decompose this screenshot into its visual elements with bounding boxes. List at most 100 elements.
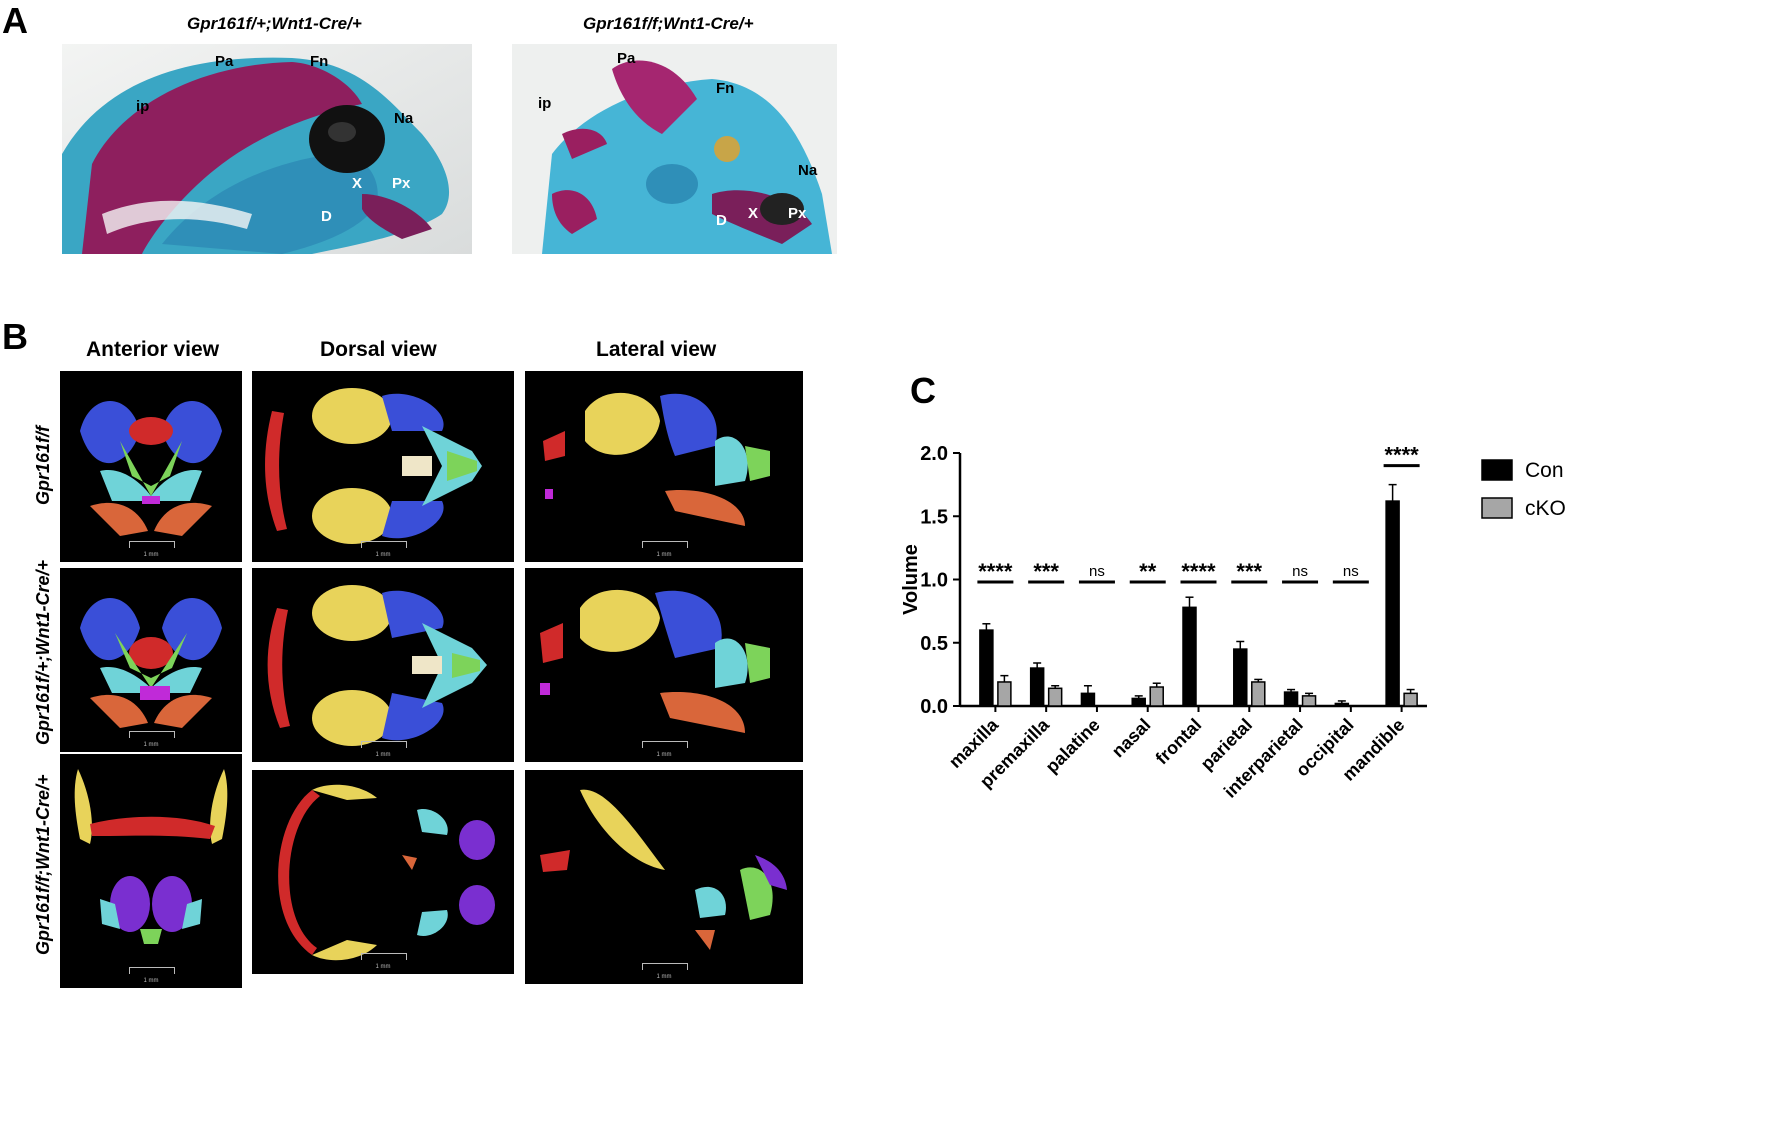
bar-con-premaxilla <box>1029 667 1045 707</box>
bar-con-mandible <box>1385 500 1400 707</box>
skull-render-lateral-het <box>540 589 770 733</box>
bar-cko-interparietal <box>1301 695 1317 707</box>
scale-label: 1 mm <box>143 742 159 748</box>
label-ip-right: ip <box>538 95 552 112</box>
skull-render-anterior-cko <box>74 769 228 944</box>
scale-bar <box>361 953 407 960</box>
significance-label: ns <box>1089 563 1105 580</box>
significance-label: *** <box>1033 559 1059 584</box>
skull-render-anterior-control <box>80 401 222 536</box>
label-d-right: D <box>716 212 727 229</box>
scale-bar <box>129 541 175 548</box>
label-x-left: X <box>352 175 363 192</box>
tile-anterior-control: 1 mm <box>60 371 242 562</box>
stained-skull-control-image <box>62 44 472 254</box>
x-tick-label: palatine <box>1042 715 1104 777</box>
dorsal-view-title: Dorsal view <box>320 338 437 361</box>
significance-label: *** <box>1236 559 1262 584</box>
row-label-cko: Gpr161f/f;Wnt1-Cre/+ <box>33 774 53 955</box>
scale-label: 1 mm <box>143 978 159 984</box>
panel-c-letter: C <box>910 370 936 411</box>
y-tick-label: 0.0 <box>920 696 948 718</box>
bar-cko-maxilla <box>997 681 1012 707</box>
panel-a-letter: A <box>2 0 28 41</box>
y-tick-label: 1.5 <box>920 506 948 528</box>
scale-label: 1 mm <box>375 964 391 970</box>
scale-bar <box>361 541 407 548</box>
x-tick-label: nasal <box>1108 715 1155 762</box>
y-tick-label: 2.0 <box>920 443 948 465</box>
stained-skull-mutant-image <box>512 44 837 254</box>
significance-label: **** <box>1181 559 1216 584</box>
skull-render-dorsal-control <box>265 388 482 544</box>
tile-dorsal-het: 1 mm <box>252 568 514 762</box>
bar-con-maxilla <box>979 629 994 707</box>
anterior-view-title: Anterior view <box>86 338 220 361</box>
scale-label: 1 mm <box>375 552 391 558</box>
y-axis-label: Volume <box>900 544 922 615</box>
significance-label: ns <box>1292 563 1308 580</box>
significance-label: **** <box>1384 443 1419 468</box>
bar-con-occipital <box>1334 702 1350 707</box>
tile-dorsal-cko: 1 mm <box>252 770 514 974</box>
row-label-control: Gpr161f/f <box>33 425 53 505</box>
skull-render-dorsal-het <box>267 585 487 746</box>
volume-bar-chart: 0.00.51.01.52.0Volumemaxilla****premaxil… <box>900 443 1566 802</box>
panel-b-letter: B <box>2 316 28 357</box>
scale-bar <box>642 541 688 548</box>
scale-label: 1 mm <box>656 752 672 758</box>
skull-render-dorsal-cko <box>278 784 495 961</box>
bar-cko-premaxilla <box>1047 687 1063 707</box>
label-d-left: D <box>321 208 332 225</box>
scale-bar <box>361 741 407 748</box>
panel-a-left-photo <box>62 44 472 254</box>
lateral-view-title: Lateral view <box>596 338 717 361</box>
tile-dorsal-control: 1 mm <box>252 371 514 562</box>
tile-lateral-het: 1 mm <box>525 568 803 762</box>
bar-con-palatine <box>1080 692 1096 707</box>
panel-a-right-genotype: Gpr161f/f;Wnt1-Cre/+ <box>583 14 754 33</box>
scale-label: 1 mm <box>656 974 672 980</box>
skull-render-lateral-cko <box>540 789 787 950</box>
scale-bar <box>129 967 175 974</box>
significance-label: ** <box>1139 559 1157 584</box>
legend-label-con: Con <box>1525 459 1564 482</box>
row-label-het: Gpr161f/+;Wnt1-Cre/+ <box>33 559 53 745</box>
label-x-right: X <box>748 205 759 222</box>
label-pa-left: Pa <box>215 53 234 70</box>
label-fn-right: Fn <box>716 80 735 97</box>
scale-label: 1 mm <box>656 552 672 558</box>
scale-label: 1 mm <box>375 752 391 758</box>
scale-label: 1 mm <box>143 552 159 558</box>
bar-con-parietal <box>1233 648 1248 707</box>
significance-label: **** <box>978 559 1013 584</box>
scale-bar <box>642 963 688 970</box>
panel-a-right-photo <box>512 44 837 254</box>
scale-bar <box>642 741 688 748</box>
label-fn-left: Fn <box>310 53 329 70</box>
significance-label: ns <box>1343 563 1359 580</box>
bar-cko-nasal <box>1149 686 1164 707</box>
tile-anterior-cko: 1 mm <box>60 754 242 988</box>
legend-swatch-con <box>1481 459 1513 481</box>
tile-anterior-het: 1 mm <box>60 568 242 752</box>
y-tick-label: 0.5 <box>920 633 948 655</box>
label-pa-right: Pa <box>617 50 636 67</box>
skull-render-lateral-control <box>543 392 770 526</box>
bar-con-interparietal <box>1283 691 1299 707</box>
tile-lateral-cko: 1 mm <box>525 770 803 984</box>
panel-a-left-genotype: Gpr161f/+;Wnt1-Cre/+ <box>187 14 362 33</box>
bar-con-frontal <box>1182 606 1197 707</box>
skull-render-anterior-het <box>80 598 222 728</box>
label-px-left: Px <box>392 175 411 192</box>
label-na-left: Na <box>394 110 414 127</box>
legend-swatch-cko <box>1481 497 1513 519</box>
bar-cko-mandible <box>1403 692 1418 707</box>
tile-lateral-control: 1 mm <box>525 371 803 562</box>
y-tick-label: 1.0 <box>920 570 948 592</box>
label-px-right: Px <box>788 205 807 222</box>
label-ip-left: ip <box>136 98 150 115</box>
legend-label-cko: cKO <box>1525 497 1566 520</box>
scale-bar <box>129 731 175 738</box>
bar-cko-parietal <box>1251 681 1266 707</box>
